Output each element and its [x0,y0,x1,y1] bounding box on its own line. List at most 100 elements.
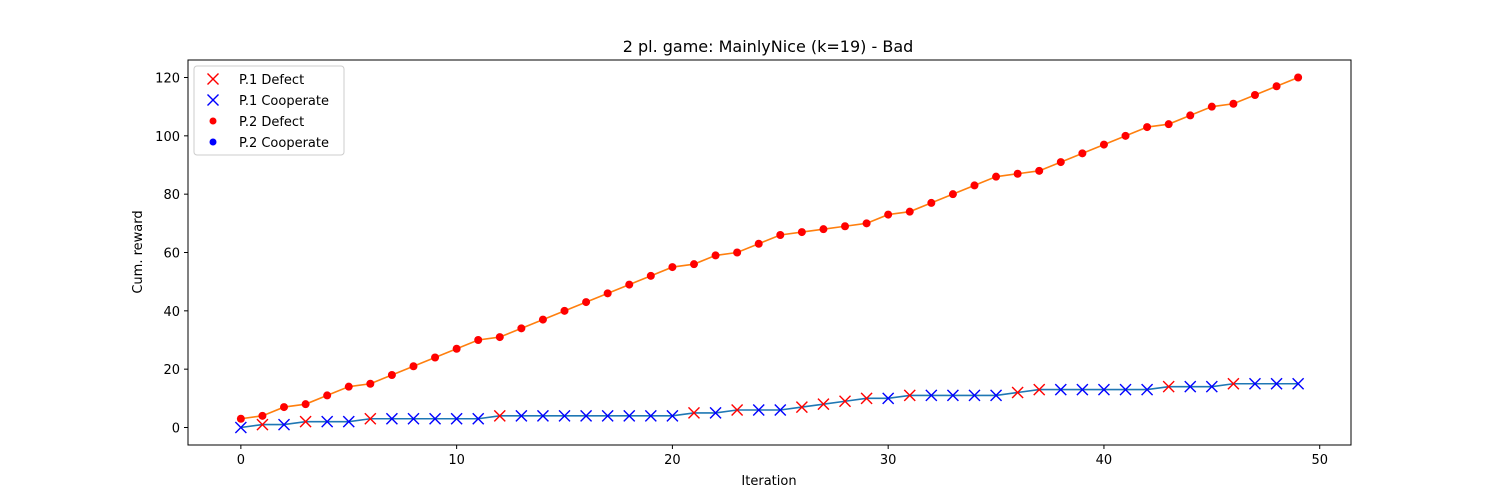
y-tick-label: 80 [163,188,180,203]
p2-defect-point [323,391,332,400]
p1-cooperate-point [623,409,636,422]
legend-label: P.2 Defect [239,115,304,130]
p2-defect-point [1099,140,1108,149]
p1-cumulative-line [240,382,1299,429]
y-tick-label: 60 [163,247,180,262]
p2-defect-point [1078,149,1087,158]
p1-defect-point [1033,383,1046,396]
p2-defect-point [1035,166,1044,175]
p2-defect-point [409,362,418,371]
p1-defect-point [364,412,377,425]
p2-defect-point [1186,111,1195,120]
p2-defect-point [366,379,375,388]
p1-cooperate-point [1076,383,1089,396]
p1-cooperate-point [1141,383,1154,396]
x-axis: 0 10 20 30 40 50 [237,445,1328,468]
p2-defect-point [538,315,547,324]
p2-defect-point [1272,82,1281,91]
legend-label: P.1 Defect [239,73,304,88]
p1-cooperate-point [925,389,938,402]
legend-label: P.1 Cooperate [239,94,329,109]
p1-defect-point [795,401,808,414]
p1-defect-point [1227,377,1240,390]
p1-cooperate-point [709,406,722,419]
p2-defect-point [258,411,267,420]
p1-defect-point [299,415,312,428]
p1-cooperate-point [752,404,765,416]
p1-cooperate-point [450,412,463,425]
p1-cooperate-point [1205,380,1218,393]
p1-cooperate-point [1119,383,1132,396]
p2-defect-point [1294,73,1303,82]
p1-cooperate-point [385,412,398,425]
p2-defect-point [733,248,742,257]
p2-defect-point [495,333,504,342]
p2-defect-point [625,280,634,289]
p2-defect-point [905,207,914,216]
p2-defect-point [1164,120,1173,129]
legend-swatch-x [207,94,219,106]
x-axis-title: Iteration [741,474,796,489]
p1-cooperate-point [536,409,549,422]
p2-defect-point [280,403,289,412]
p1-cooperate-point [644,409,657,422]
p2-defect-point [1056,158,1065,167]
p2-defect-point [452,344,461,353]
p2-defect-point [236,414,245,423]
p1-cooperate-point [1270,377,1283,390]
p1-cooperate-point [1248,377,1261,390]
p1-cooperate-point [321,415,334,428]
p2-defect-point [754,239,763,248]
p2-defect-point [776,231,785,239]
legend-swatch-x [207,73,219,85]
p1-defect-point [903,389,916,402]
p2-defect-point [646,271,655,280]
p1-cooperate-point [774,404,787,416]
p2-defect-point [819,225,828,234]
p2-defect-point [387,371,396,379]
p1-defect-point [687,406,700,419]
p2-defect-point [1143,123,1152,132]
p2-defect-point [603,289,612,298]
legend-swatch-dot [209,117,217,125]
x-tick-label: 10 [448,453,465,468]
p2-defect-point [517,324,526,333]
p1-cooperate-point [968,389,981,402]
plot-frame [187,59,1352,446]
y-tick-label: 100 [155,130,180,145]
x-tick-label: 30 [880,453,897,468]
p1-defect-point [1011,386,1024,399]
y-tick-label: 40 [163,305,180,320]
p2-defect-point [927,198,936,207]
x-tick-label: 40 [1096,453,1113,468]
p1-defect-point [839,395,852,408]
p1-cooperate-point [1097,383,1110,396]
legend-frame [193,65,345,156]
p2-defect-point [582,298,591,307]
p1-cooperate-point [1184,380,1197,393]
p2-defect-point [668,263,677,272]
legend-label: P.2 Cooperate [239,136,329,151]
p2-defect-point [1229,99,1238,108]
p1-cooperate-point [278,418,291,431]
p2-defect-point [431,353,440,362]
p2-defect-point [1207,102,1216,111]
p1-cooperate-point [342,415,355,428]
p2-defect-point [1250,91,1259,99]
p2-defect-point [797,228,806,237]
p1-cooperate-point [558,409,571,422]
p1-cooperate-point [234,421,247,434]
y-tick-label: 0 [172,422,180,437]
p1-cooperate-point [515,409,528,422]
p1-cooperate-point [601,409,614,422]
p2-defect-point [884,210,893,219]
p2-defect-point [862,219,871,228]
p1-cooperate-point [472,412,485,425]
p1-defect-point [731,404,744,416]
p2-defect-point [344,382,353,391]
p2-defect-point [560,306,569,315]
y-tick-label: 20 [163,363,180,378]
p1-defect-point [817,398,830,411]
p1-cooperate-point [990,389,1003,402]
